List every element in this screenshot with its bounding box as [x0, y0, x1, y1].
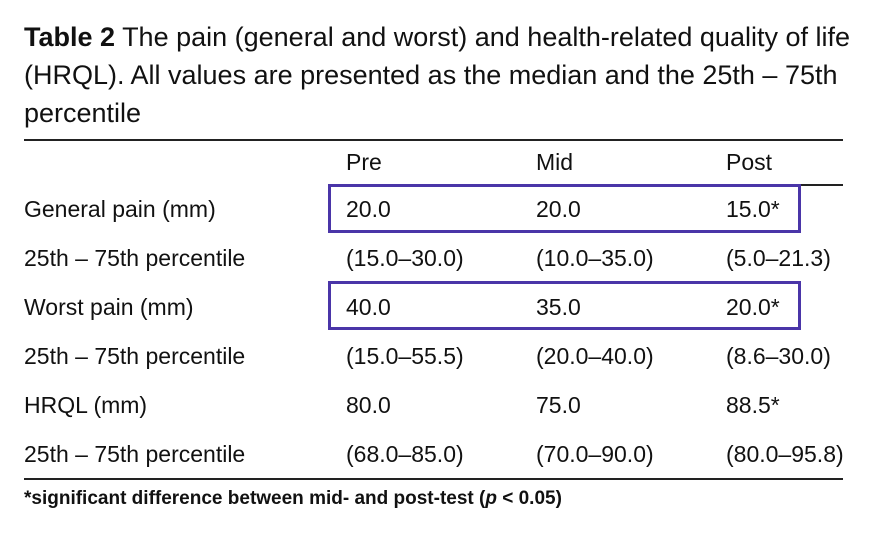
table-cell: (15.0–30.0) [346, 245, 464, 271]
table-cell: 15.0* [726, 196, 780, 222]
table-cell: 75.0 [536, 392, 581, 418]
table-cell: 40.0 [346, 294, 391, 320]
table-cell: (8.6–30.0) [726, 343, 831, 369]
caption-text: The pain (general and worst) and health-… [24, 22, 850, 128]
highlight-box [328, 281, 801, 330]
footnote-italic: p [485, 488, 497, 509]
column-header: Mid [536, 149, 574, 175]
table-cell: 20.0* [726, 294, 780, 320]
table-caption: Table 2 The pain (general and worst) and… [24, 18, 854, 132]
table-cell: 35.0 [536, 294, 581, 320]
column-header: Post [726, 149, 773, 175]
table-cell: (5.0–21.3) [726, 245, 831, 271]
table-cell: (70.0–90.0) [536, 441, 654, 467]
top-rule [24, 139, 843, 141]
row-label: 25th – 75th percentile [24, 441, 246, 467]
footnote-text: < 0.05) [496, 488, 562, 509]
row-label: General pain (mm) [24, 196, 216, 222]
table-cell: 88.5* [726, 392, 780, 418]
row-label: Worst pain (mm) [24, 294, 194, 320]
table-cell: (80.0–95.8) [726, 441, 844, 467]
bottom-rule [24, 478, 843, 480]
row-label: HRQL (mm) [24, 392, 148, 418]
table-cell: (68.0–85.0) [346, 441, 464, 467]
row-label: 25th – 75th percentile [24, 343, 246, 369]
caption-label: Table 2 [24, 22, 116, 52]
table-cell: (20.0–40.0) [536, 343, 654, 369]
table-cell: 20.0 [346, 196, 391, 222]
column-header: Pre [346, 149, 382, 175]
row-label: 25th – 75th percentile [24, 245, 246, 271]
table-cell: 20.0 [536, 196, 581, 222]
table-cell: 80.0 [346, 392, 391, 418]
table-cell: (15.0–55.5) [346, 343, 464, 369]
table-cell: (10.0–35.0) [536, 245, 654, 271]
highlight-box [328, 184, 801, 233]
footnote: *significant difference between mid- and… [24, 488, 562, 510]
footnote-text: *significant difference between mid- and… [24, 488, 486, 509]
